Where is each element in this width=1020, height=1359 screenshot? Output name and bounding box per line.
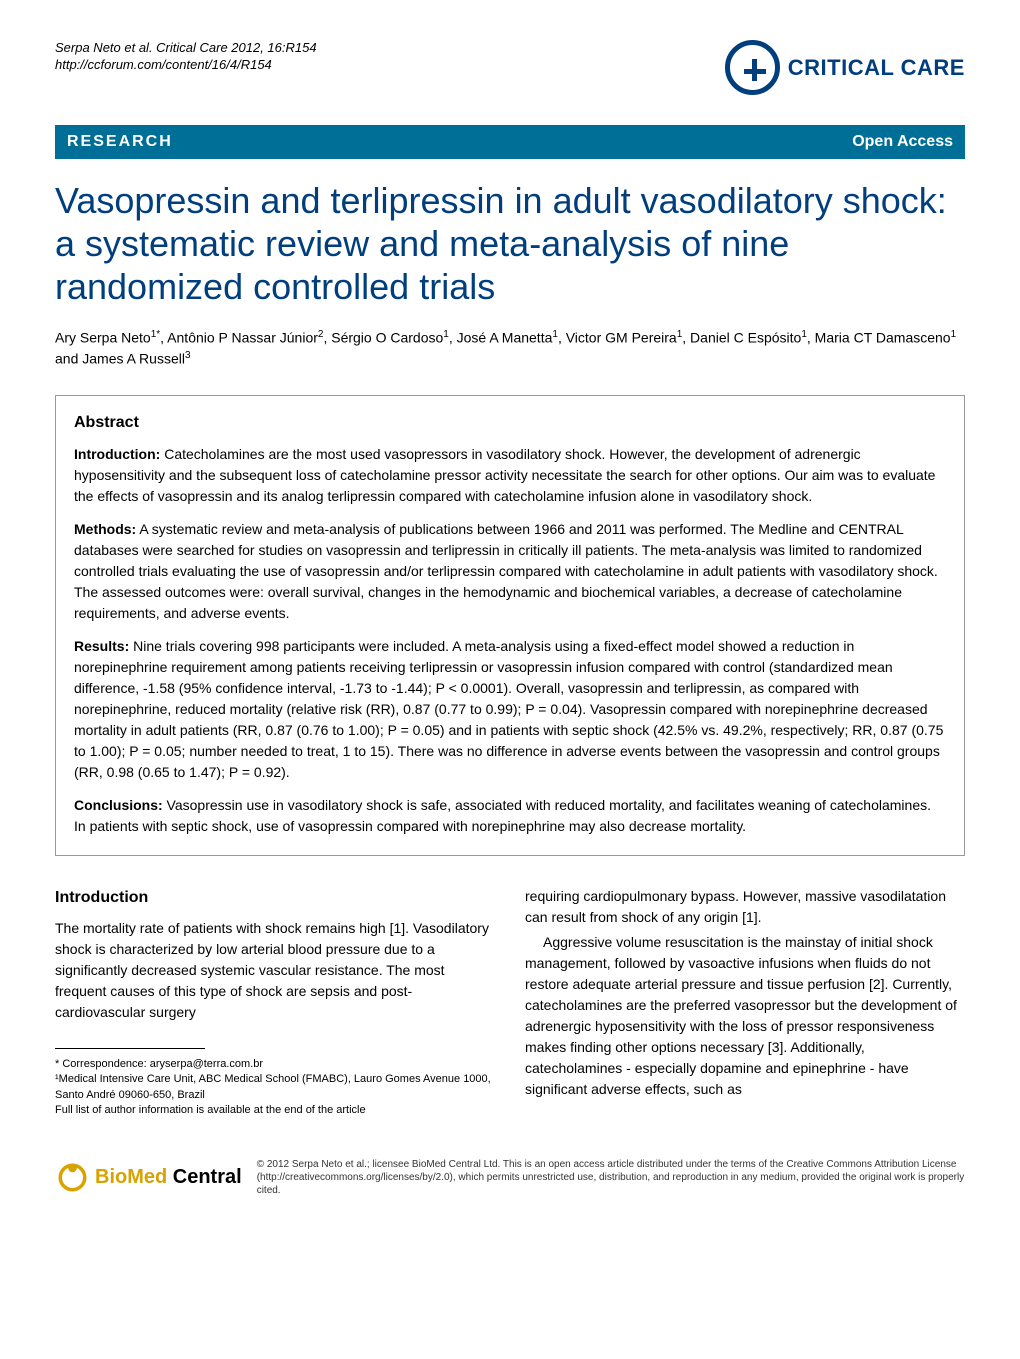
journal-name: CRITICAL CARE [788,55,965,81]
abstract-conclusions-label: Conclusions: [74,797,163,813]
biomed-central-text: BioMed Central [95,1166,242,1189]
bmc-central: Central [167,1166,241,1188]
abstract-box: Abstract Introduction: Catecholamines ar… [55,395,965,856]
body-columns: Introduction The mortality rate of patie… [55,886,965,1119]
footnote-divider [55,1048,205,1049]
abstract-results-label: Results: [74,638,129,654]
intro-paragraph-1: The mortality rate of patients with shoc… [55,918,495,1023]
affiliation: ¹Medical Intensive Care Unit, ABC Medica… [55,1072,495,1103]
footnote-block: * Correspondence: aryserpa@terra.com.br … [55,1057,495,1119]
abstract-heading: Abstract [74,414,946,432]
abstract-intro-text: Catecholamines are the most used vasopre… [74,446,935,504]
abstract-methods: Methods: A systematic review and meta-an… [74,519,946,624]
citation-block: Serpa Neto et al. Critical Care 2012, 16… [55,40,317,74]
bmc-bio: BioMed [95,1166,167,1188]
citation-line-1: Serpa Neto et al. Critical Care 2012, 16… [55,40,317,57]
biomed-central-logo: BioMed Central [55,1160,242,1195]
abstract-introduction: Introduction: Catecholamines are the mos… [74,444,946,507]
abstract-methods-text: A systematic review and meta-analysis of… [74,521,938,621]
abstract-conclusions-text: Vasopressin use in vasodilatory shock is… [74,797,931,834]
intro-paragraph-2: Aggressive volume resuscitation is the m… [525,932,965,1100]
license-text: © 2012 Serpa Neto et al.; licensee BioMe… [257,1158,965,1197]
abstract-conclusions: Conclusions: Vasopressin use in vasodila… [74,795,946,837]
authors-list: Ary Serpa Neto1*, Antônio P Nassar Júnio… [55,327,965,370]
open-access-label: Open Access [852,133,953,151]
footer: BioMed Central © 2012 Serpa Neto et al.;… [55,1148,965,1197]
research-label: RESEARCH [67,133,173,151]
journal-logo: CRITICAL CARE [725,40,965,95]
page-container: Serpa Neto et al. Critical Care 2012, 16… [0,0,1020,1237]
abstract-results-text: Nine trials covering 998 participants we… [74,638,943,780]
citation-url[interactable]: http://ccforum.com/content/16/4/R154 [55,57,317,74]
intro-paragraph-1-cont: requiring cardiopulmonary bypass. Howeve… [525,886,965,928]
abstract-intro-label: Introduction: [74,446,160,462]
header: Serpa Neto et al. Critical Care 2012, 16… [55,40,965,95]
article-title: Vasopressin and terlipressin in adult va… [55,179,965,309]
abstract-results: Results: Nine trials covering 998 partic… [74,636,946,783]
left-column: Introduction The mortality rate of patie… [55,886,495,1119]
introduction-heading: Introduction [55,886,495,910]
correspondence: * Correspondence: aryserpa@terra.com.br [55,1057,495,1072]
journal-logo-icon [725,40,780,95]
biomed-central-icon [55,1160,90,1195]
right-column: requiring cardiopulmonary bypass. Howeve… [525,886,965,1119]
research-bar: RESEARCH Open Access [55,125,965,159]
abstract-methods-label: Methods: [74,521,136,537]
author-info-note: Full list of author information is avail… [55,1103,495,1118]
